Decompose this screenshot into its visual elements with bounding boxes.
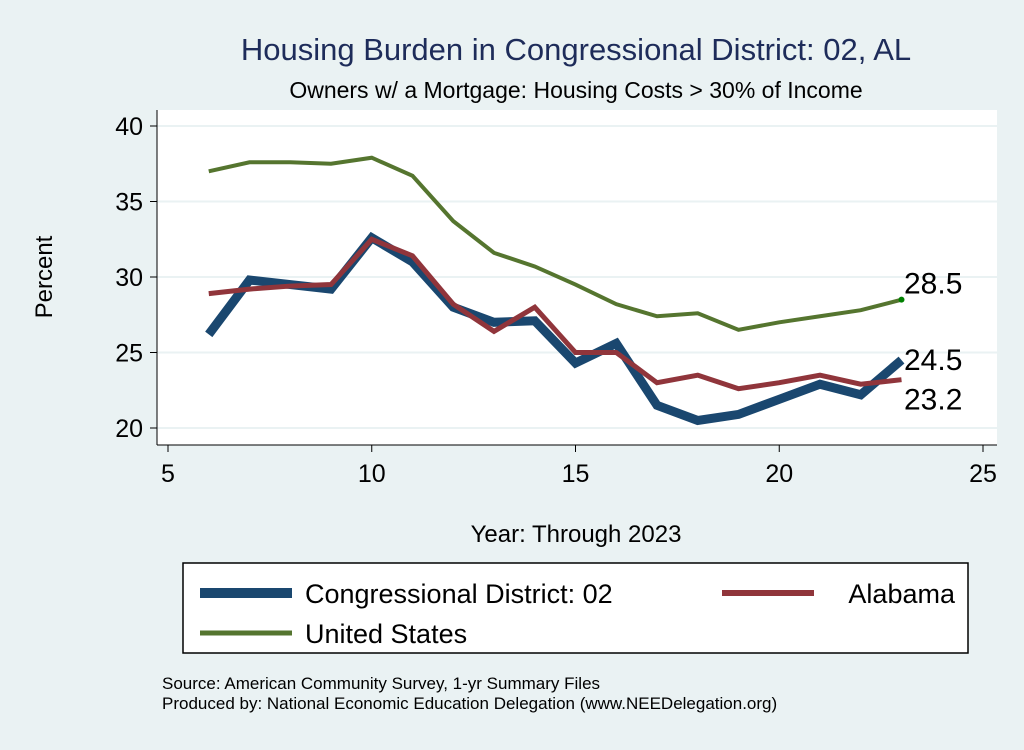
us-endpoint-marker [898, 296, 905, 303]
legend [182, 562, 969, 654]
x-tick-label: 5 [161, 460, 175, 488]
chart-title: Housing Burden in Congressional District… [241, 32, 911, 67]
legend-label: Alabama [848, 579, 956, 609]
producer-note: Produced by: National Economic Education… [162, 694, 777, 713]
legend-label: United States [305, 619, 467, 649]
x-tick-label: 15 [562, 460, 590, 488]
x-tick-label: 10 [358, 460, 386, 488]
chart-subtitle: Owners w/ a Mortgage: Housing Costs > 30… [289, 77, 862, 103]
x-axis-label: Year: Through 2023 [471, 521, 682, 548]
end-label: 28.5 [904, 268, 962, 301]
y-tick-label: 30 [115, 264, 143, 292]
series-line-alabama [208, 236, 902, 392]
end-label: 23.2 [904, 384, 962, 417]
end-label: 24.5 [904, 344, 962, 377]
y-tick-label: 20 [115, 415, 143, 443]
source-note: Source: American Community Survey, 1-yr … [162, 674, 600, 693]
x-tick-label: 25 [969, 460, 997, 488]
series-line-united-states [208, 155, 903, 332]
y-tick-label: 40 [115, 113, 143, 141]
y-axis-label: Percent [31, 235, 58, 318]
y-tick-label: 25 [115, 340, 143, 368]
legend-label: Congressional District: 02 [305, 579, 613, 609]
series-line-congressional-district-02 [205, 231, 905, 426]
y-tick-label: 35 [115, 189, 143, 217]
x-tick-label: 20 [765, 460, 793, 488]
